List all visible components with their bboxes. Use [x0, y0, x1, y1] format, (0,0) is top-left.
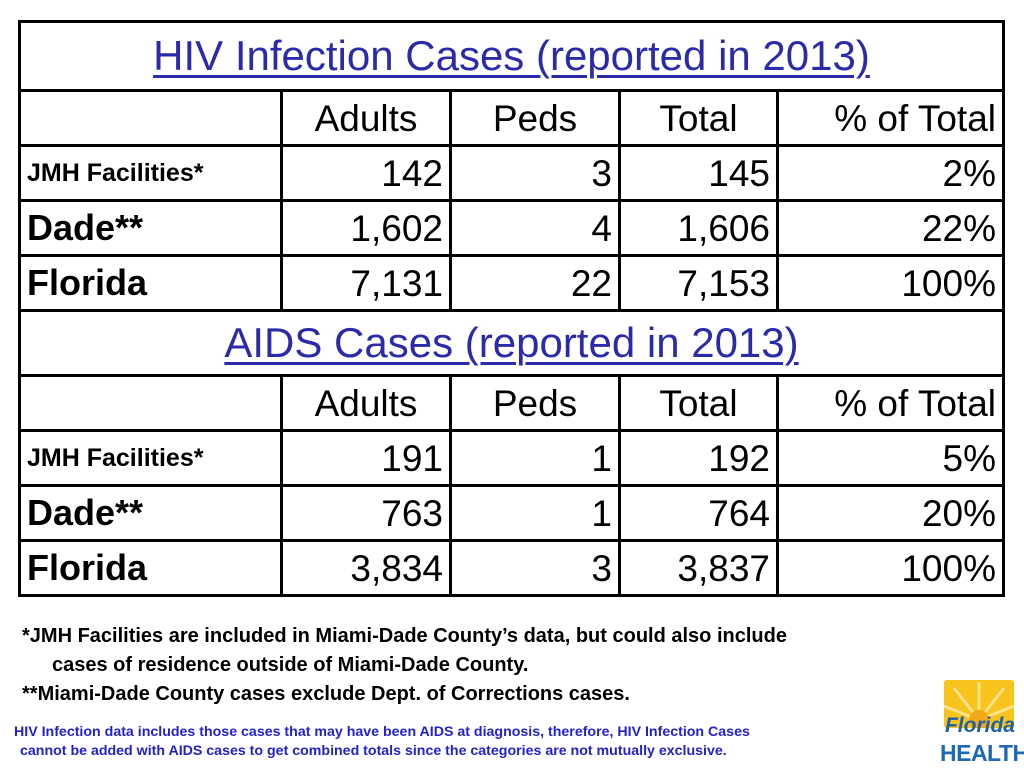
row-label: Dade** — [18, 484, 283, 542]
row-label: JMH Facilities* — [18, 144, 283, 202]
row-label: Florida — [18, 254, 283, 312]
header-peds: Peds — [449, 89, 621, 147]
table-row: Dade** 1,602 4 1,606 22% — [18, 199, 1005, 257]
cell-peds: 4 — [449, 199, 621, 257]
header-total: Total — [618, 89, 779, 147]
table-row: JMH Facilities* 191 1 192 5% — [18, 429, 1005, 487]
florida-health-logo: Florida HEALTH — [940, 680, 1024, 766]
footnote-dade: **Miami-Dade County cases exclude Dept. … — [22, 683, 630, 705]
cell-peds: 3 — [449, 539, 621, 597]
cell-total: 7,153 — [618, 254, 779, 312]
sun-icon — [944, 680, 1014, 728]
table-row: Dade** 763 1 764 20% — [18, 484, 1005, 542]
row-label: JMH Facilities* — [18, 429, 283, 487]
cell-total: 764 — [618, 484, 779, 542]
header-adults: Adults — [280, 89, 452, 147]
cell-pct: 2% — [776, 144, 1005, 202]
cell-pct: 100% — [776, 539, 1005, 597]
logo-word-health: HEALTH — [940, 740, 1024, 766]
cell-adults: 1,602 — [280, 199, 452, 257]
cell-pct: 5% — [776, 429, 1005, 487]
cell-pct: 20% — [776, 484, 1005, 542]
cell-pct: 100% — [776, 254, 1005, 312]
aids-table-title: AIDS Cases (reported in 2013) — [18, 309, 1005, 377]
aids-title-row: AIDS Cases (reported in 2013) — [18, 309, 1005, 377]
footnotes: *JMH Facilities are included in Miami-Da… — [22, 622, 942, 709]
header-blank — [18, 374, 283, 432]
header-pct-of-total: % of Total — [776, 89, 1005, 147]
header-adults: Adults — [280, 374, 452, 432]
cell-total: 145 — [618, 144, 779, 202]
bottom-note-line1: HIV Infection data includes those cases … — [14, 724, 750, 740]
footnote-jmh-continued: cases of residence outside of Miami-Dade… — [52, 654, 529, 676]
cell-total: 3,837 — [618, 539, 779, 597]
table-row: Florida 7,131 22 7,153 100% — [18, 254, 1005, 312]
cell-adults: 763 — [280, 484, 452, 542]
bottom-note-line2: cannot be added with AIDS cases to get c… — [20, 743, 727, 759]
cell-adults: 3,834 — [280, 539, 452, 597]
cell-peds: 1 — [449, 484, 621, 542]
header-total: Total — [618, 374, 779, 432]
row-label: Dade** — [18, 199, 283, 257]
hiv-title-row: HIV Infection Cases (reported in 2013) — [18, 20, 1005, 92]
cell-adults: 191 — [280, 429, 452, 487]
hiv-table-title: HIV Infection Cases (reported in 2013) — [18, 20, 1005, 92]
bottom-note: HIV Infection data includes those cases … — [14, 723, 914, 761]
table-row: Florida 3,834 3 3,837 100% — [18, 539, 1005, 597]
header-pct-of-total: % of Total — [776, 374, 1005, 432]
cell-peds: 3 — [449, 144, 621, 202]
cases-table: HIV Infection Cases (reported in 2013) A… — [18, 20, 1005, 597]
cell-peds: 1 — [449, 429, 621, 487]
aids-header-row: Adults Peds Total % of Total — [18, 374, 1005, 432]
footnote-jmh: *JMH Facilities are included in Miami-Da… — [22, 625, 787, 647]
logo-word-florida: Florida — [944, 714, 1015, 737]
cell-adults: 142 — [280, 144, 452, 202]
cell-total: 1,606 — [618, 199, 779, 257]
hiv-header-row: Adults Peds Total % of Total — [18, 89, 1005, 147]
cell-pct: 22% — [776, 199, 1005, 257]
header-blank — [18, 89, 283, 147]
header-peds: Peds — [449, 374, 621, 432]
cell-total: 192 — [618, 429, 779, 487]
row-label: Florida — [18, 539, 283, 597]
cell-peds: 22 — [449, 254, 621, 312]
table-row: JMH Facilities* 142 3 145 2% — [18, 144, 1005, 202]
cell-adults: 7,131 — [280, 254, 452, 312]
